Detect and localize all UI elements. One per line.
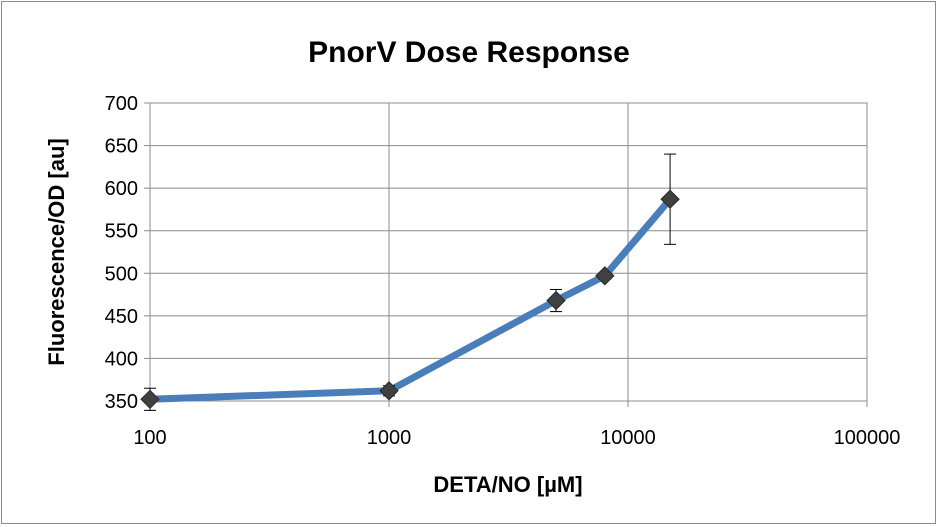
y-tick-label: 700 [105,93,138,115]
y-tick-label: 550 [105,221,138,243]
y-tick-label: 400 [105,348,138,370]
y-tick-label: 650 [105,136,138,158]
y-axis-ticks: 350 400 450 500 550 600 650 700 [105,93,150,413]
x-axis-ticks: 100 1000 10000 100000 [133,401,900,449]
y-tick-label: 450 [105,306,138,328]
y-tick-label: 500 [105,263,138,285]
data-point-marker [546,290,566,311]
gridlines [149,102,868,402]
x-tick-label: 100000 [834,427,901,449]
y-axis-title: Fluorescence/OD [au] [44,138,69,365]
series-layer [140,153,680,411]
x-axis-title: DETA/NO [µM] [433,472,582,497]
data-point-marker [595,266,615,286]
series-line [146,195,674,403]
data-point-marker [660,189,680,209]
x-tick-label: 10000 [600,427,656,449]
plot-area [149,102,868,402]
data-point-marker [379,381,399,401]
x-tick-label: 100 [133,427,166,449]
y-tick-label: 600 [105,178,138,200]
chart-title: PnorV Dose Response [308,36,630,69]
x-tick-label: 1000 [367,427,412,449]
data-point-marker [140,389,160,410]
y-tick-label: 350 [105,391,138,413]
